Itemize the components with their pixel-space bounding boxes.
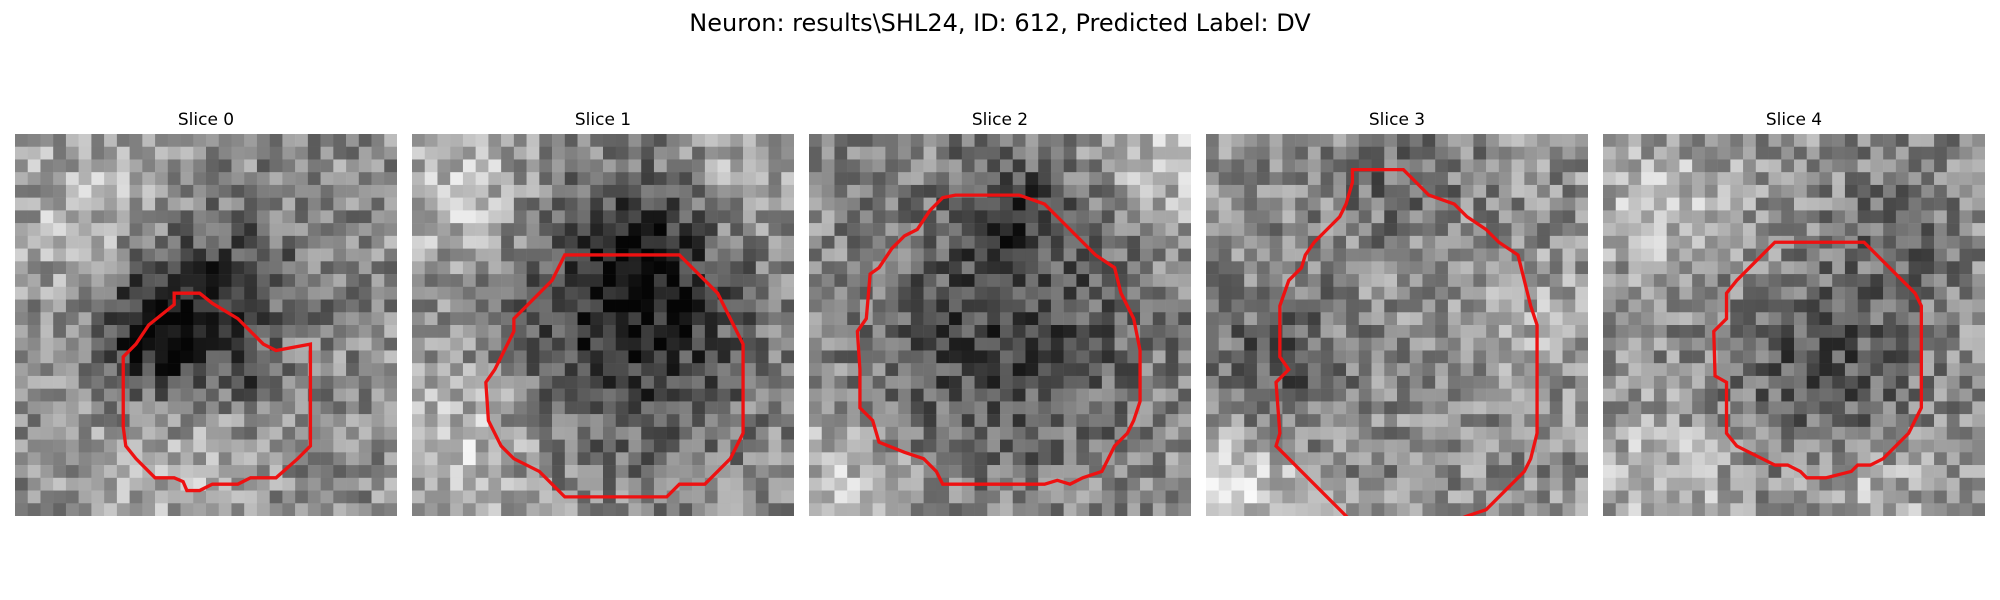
slice-image	[1206, 134, 1588, 516]
slice-title: Slice 2	[971, 110, 1029, 130]
slice-image	[412, 134, 794, 516]
slice-panel-4: Slice 4	[1603, 108, 1985, 520]
slice-panel-1: Slice 1	[412, 108, 794, 520]
figure-suptitle: Neuron: results\SHL24, ID: 612, Predicte…	[689, 9, 1311, 37]
slice-title: Slice 4	[1765, 110, 1823, 130]
roi-contour	[855, 193, 1142, 486]
slice-title: Slice 1	[574, 110, 632, 130]
slice-panel-2: Slice 2	[809, 108, 1191, 520]
roi-contour	[1712, 240, 1923, 480]
roi-contour	[484, 253, 745, 499]
roi-contour	[1274, 167, 1539, 516]
roi-contour	[121, 291, 313, 493]
slice-image	[1603, 134, 1985, 516]
slice-title: Slice 0	[177, 110, 235, 130]
slice-panel-3: Slice 3	[1206, 108, 1588, 520]
slice-image	[15, 134, 397, 516]
slice-image	[809, 134, 1191, 516]
slice-title: Slice 3	[1368, 110, 1426, 130]
slice-panel-0: Slice 0	[15, 108, 397, 520]
